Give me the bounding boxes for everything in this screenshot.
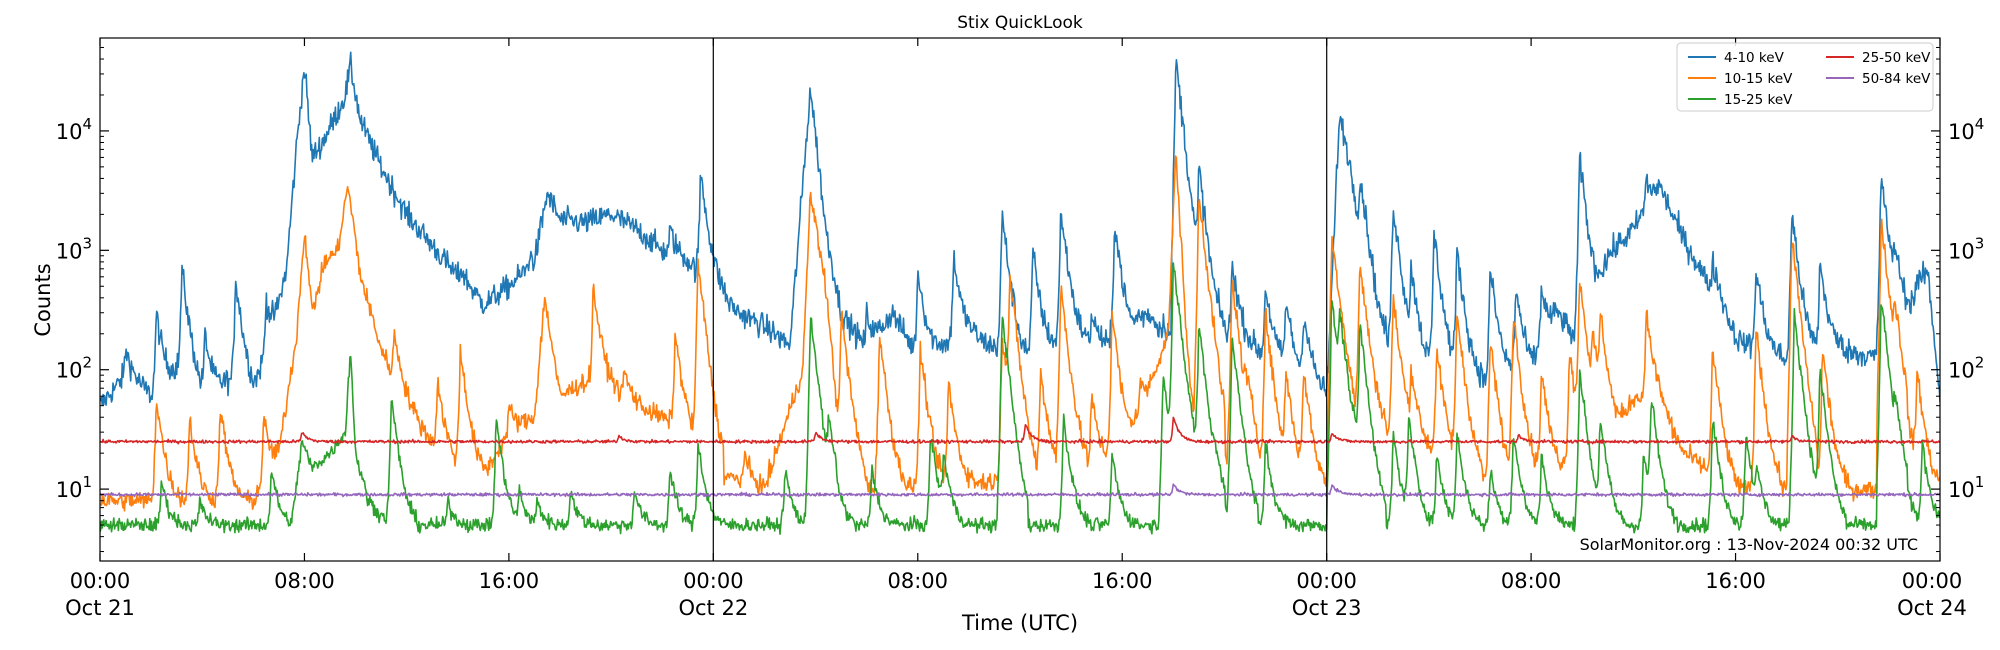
x-axis-ticks: 00:00 Oct 21 08:00 16:00 00:00 Oct 22 08:00 16:…: [65, 38, 1967, 620]
x-tick-date-label: Oct 23: [1292, 596, 1362, 620]
y-tick-label-right: 102: [1948, 354, 1984, 383]
y-tick-label-left: 101: [56, 473, 92, 502]
x-tick-label: 00:00: [1296, 569, 1357, 593]
series-line-25-50-kev: [100, 416, 1940, 445]
y-tick-label-left: 104: [56, 115, 92, 144]
series-line-10-15-kev: [100, 155, 1940, 512]
x-tick-label: 16:00: [1092, 569, 1153, 593]
y-axis-label: Counts: [31, 263, 55, 336]
x-axis-label: Time (UTC): [961, 611, 1078, 635]
plot-frame: [99, 37, 1941, 562]
x-tick-date-label: Oct 21: [65, 596, 135, 620]
series-layer: [100, 51, 1940, 535]
y-axis-ticks: 101 101 102 102 103 103 104 104: [56, 37, 1984, 553]
x-tick-label: 08:00: [888, 569, 949, 593]
legend-label: 4-10 keV: [1724, 50, 1785, 66]
x-tick-date-label: Oct 24: [1897, 596, 1967, 620]
legend: 4-10 keV 10-15 keV 15-25 keV 25-50 keV 50-84…: [1676, 42, 1934, 112]
x-tick-label: 00:00: [683, 569, 744, 593]
y-tick-label-right: 103: [1948, 234, 1984, 263]
x-tick-label: 16:00: [479, 569, 540, 593]
y-tick-label-right: 101: [1948, 473, 1984, 502]
series-line-4-10-kev: [100, 51, 1940, 406]
x-tick-label: 00:00: [70, 569, 131, 593]
legend-label: 50-84 keV: [1862, 71, 1931, 87]
footer-credit: SolarMonitor.org : 13-Nov-2024 00:32 UTC: [1580, 535, 1918, 554]
y-tick-label-right: 104: [1948, 115, 1984, 144]
legend-label: 15-25 keV: [1724, 92, 1793, 108]
x-tick-label: 08:00: [1501, 569, 1562, 593]
legend-box: [1676, 42, 1934, 112]
x-tick-label: 00:00: [1902, 569, 1963, 593]
legend-label: 25-50 keV: [1862, 50, 1931, 66]
x-tick-label: 16:00: [1705, 569, 1766, 593]
y-tick-label-left: 102: [56, 354, 92, 383]
x-tick-label: 08:00: [274, 569, 335, 593]
legend-label: 10-15 keV: [1724, 71, 1793, 87]
y-tick-label-left: 103: [56, 234, 92, 263]
x-tick-date-label: Oct 22: [678, 596, 748, 620]
chart-title: Stix QuickLook: [957, 13, 1083, 33]
series-line-50-84-kev: [100, 483, 1940, 498]
